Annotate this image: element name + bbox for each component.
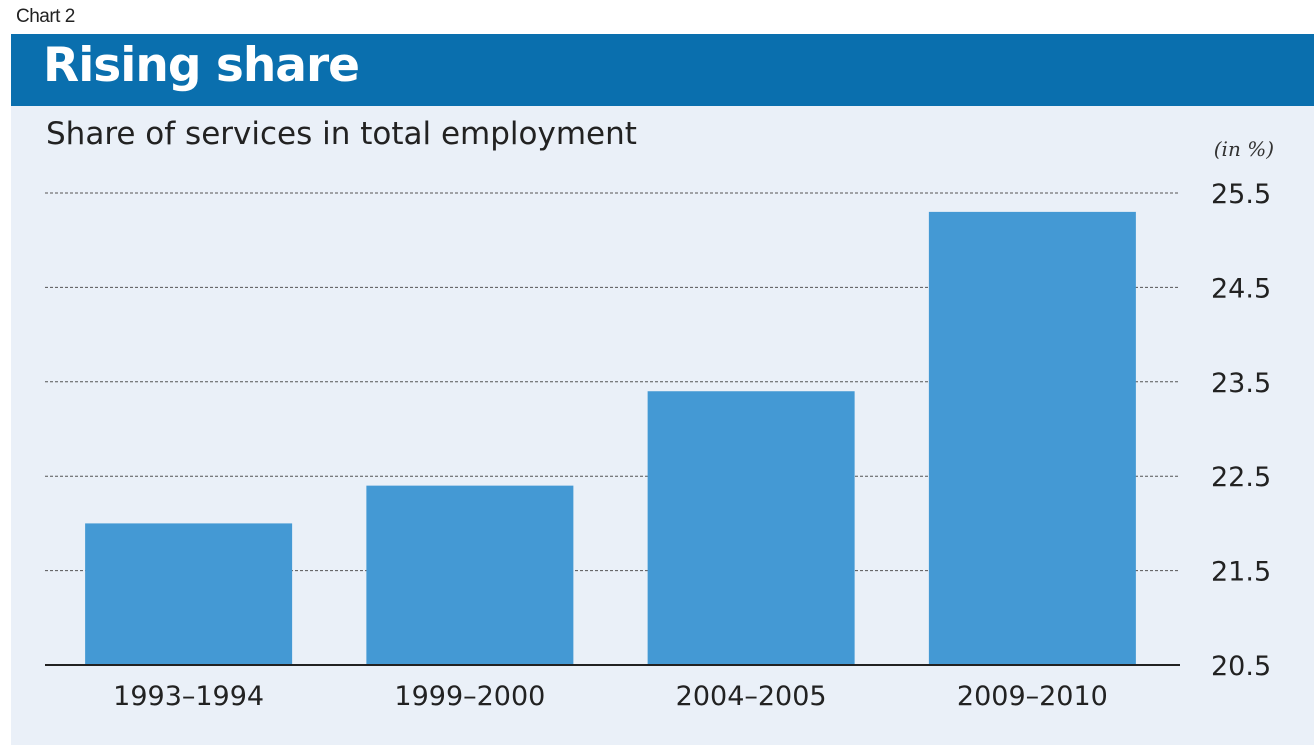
y-tick-label: 20.5 bbox=[1211, 651, 1271, 682]
y-tick-label: 23.5 bbox=[1211, 368, 1271, 399]
y-tick-label: 21.5 bbox=[1211, 557, 1271, 588]
bar bbox=[85, 523, 293, 665]
unit-label: (in %) bbox=[1213, 137, 1274, 161]
bar bbox=[366, 485, 574, 665]
y-tick-label: 24.5 bbox=[1211, 273, 1271, 304]
bar bbox=[647, 391, 855, 665]
x-category-label: 2004–2005 bbox=[676, 681, 827, 712]
x-category-label: 1993–1994 bbox=[113, 681, 264, 712]
axes: 25.5 24.5 23.5 22.5 21.5 20.5 1993–1994 1999–20… bbox=[45, 179, 1271, 712]
chart-number-label: Chart 2 bbox=[16, 6, 75, 27]
y-tick-label: 22.5 bbox=[1211, 462, 1271, 493]
x-category-label: 2009–2010 bbox=[957, 681, 1108, 712]
chart-subtitle: Share of services in total employment bbox=[46, 116, 637, 152]
bars bbox=[85, 211, 1136, 665]
chart-title: Rising share bbox=[43, 38, 360, 93]
y-tick-label: 25.5 bbox=[1211, 179, 1271, 210]
x-category-label: 1999–2000 bbox=[394, 681, 545, 712]
title-bar: Rising share bbox=[11, 34, 1314, 106]
bar bbox=[928, 211, 1136, 665]
